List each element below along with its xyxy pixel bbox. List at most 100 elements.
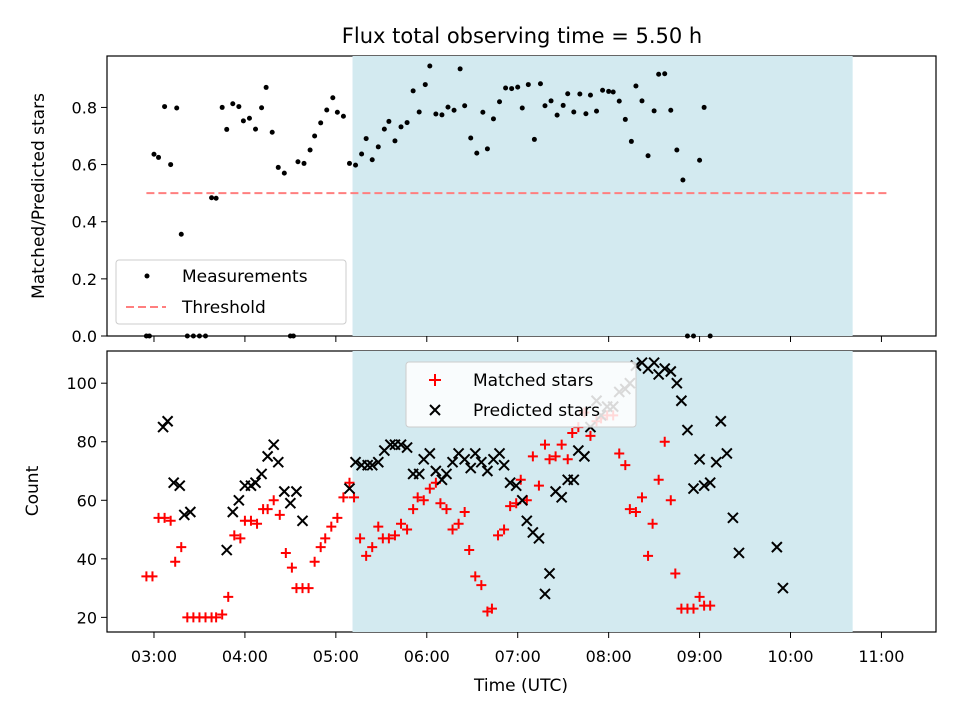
x-tick-label: 09:00 [677, 647, 723, 666]
measurement-point [253, 126, 259, 132]
measurement-point [497, 99, 503, 105]
measurement-point [697, 157, 703, 163]
predicted-stars-point [659, 362, 671, 375]
predicted-stars-point [568, 474, 580, 486]
x-tick-label: 10:00 [767, 647, 813, 666]
measurement-point [645, 153, 651, 159]
matched-stars-point [332, 512, 343, 523]
measurement-point [290, 333, 296, 339]
measurement-point [503, 85, 509, 91]
matched-stars-point [389, 530, 400, 541]
predicted-stars-point [290, 485, 303, 498]
matched-stars-point [653, 474, 664, 485]
measurement-point [190, 333, 196, 339]
matched-stars-point [486, 603, 497, 614]
predicted-stars-point [272, 456, 284, 468]
matched-stars-point [309, 556, 320, 567]
predicted-stars-point [178, 509, 191, 521]
predicted-stars-point [504, 477, 516, 489]
matched-stars-point [624, 504, 635, 515]
measurement-point [359, 151, 365, 157]
measurement-point [312, 133, 318, 139]
x-tick-label: 05:00 [313, 647, 359, 666]
predicted-stars-point [704, 477, 716, 489]
predicted-stars-point [430, 465, 442, 477]
measurement-point [691, 333, 697, 339]
legend-predicted-label: Predicted stars [473, 401, 600, 421]
matched-stars-point [383, 533, 394, 544]
matched-stars-point [165, 515, 176, 526]
matched-stars-point [303, 583, 314, 594]
matched-stars-point [286, 562, 297, 573]
measurement-point [209, 195, 215, 201]
y-tick-label: 20 [77, 608, 97, 627]
measurement-point [509, 86, 515, 92]
predicted-stars-point [167, 477, 180, 489]
measurement-point [468, 135, 474, 141]
predicted-stars-point [727, 512, 739, 524]
measurement-point [548, 98, 554, 104]
matched-stars-point [408, 504, 419, 515]
measurement-point [457, 66, 463, 72]
matched-stars-point [643, 550, 654, 561]
measurement-point [156, 154, 162, 160]
measurement-point [174, 105, 180, 111]
measurement-point [346, 160, 352, 166]
matched-stars-point [459, 506, 470, 517]
predicted-stars-point [710, 456, 722, 468]
measurement-point [381, 126, 387, 132]
predicted-stars-point [543, 567, 556, 580]
matched-stars-point [159, 512, 170, 523]
predicted-stars-point [361, 459, 374, 471]
predicted-stars-point [510, 479, 522, 492]
predicted-stars-point [681, 424, 694, 436]
top-y-axis-label: Matched/Predicted stars [29, 93, 49, 299]
matched-stars-point [441, 504, 452, 515]
matched-stars-point [647, 518, 658, 529]
measurement-point [363, 136, 369, 142]
predicted-stars-point [261, 450, 274, 463]
x-axis-label: Time (UTC) [473, 676, 568, 696]
measurement-point [515, 84, 521, 90]
matched-stars-point [533, 480, 544, 491]
predicted-stars-point [475, 456, 488, 468]
measurement-point [439, 112, 445, 118]
measurement-point [600, 87, 606, 93]
matched-stars-point [556, 439, 567, 450]
predicted-stars-point [184, 506, 197, 518]
measurement-point [554, 112, 560, 118]
measurement-point [263, 84, 269, 90]
measurement-point [662, 71, 668, 77]
measurement-point [398, 124, 404, 130]
matched-stars-point [544, 454, 555, 465]
measurement-point [484, 146, 490, 152]
predicted-stars-point [440, 468, 453, 480]
top-x-ticks [153, 336, 882, 342]
matched-stars-point [688, 603, 699, 614]
measurement-point [275, 164, 281, 170]
top-legend: Measurements Threshold [115, 259, 347, 325]
matched-stars-point [614, 448, 625, 459]
observing-window-span [352, 56, 853, 336]
measurement-point [213, 195, 219, 201]
matched-stars-point [402, 524, 413, 535]
matched-stars-point [659, 436, 670, 447]
measurement-point [668, 107, 674, 113]
matched-stars-point [636, 492, 647, 503]
matched-stars-point [280, 547, 291, 558]
y-tick-label: 0.4 [72, 213, 97, 232]
measurement-point [240, 118, 246, 124]
predicted-stars-point [395, 438, 407, 451]
top-legend-box [115, 259, 347, 325]
matched-stars-point [499, 524, 510, 535]
predicted-stars-point [675, 395, 688, 407]
measurement-point [610, 89, 616, 95]
predicted-stars-point [458, 453, 471, 466]
predicted-stars-point [401, 441, 413, 454]
predicted-stars-point [221, 544, 233, 556]
matched-stars-point [245, 515, 256, 526]
measurement-point [451, 107, 457, 113]
measurement-point [519, 105, 525, 111]
matched-stars-point [170, 556, 181, 567]
predicted-stars-point [284, 497, 297, 509]
